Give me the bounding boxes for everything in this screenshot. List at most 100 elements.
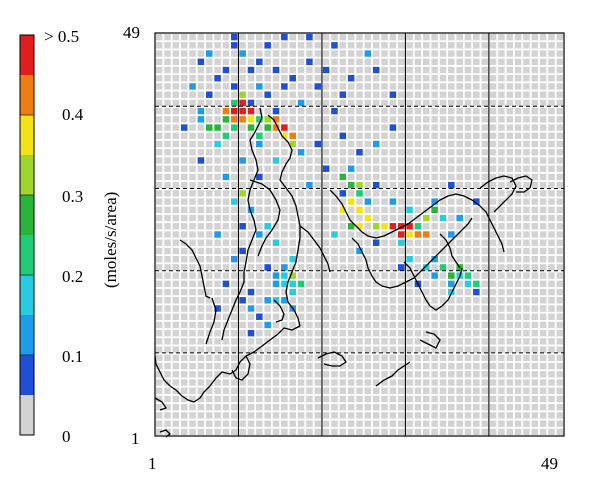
grid-cell bbox=[489, 99, 497, 107]
grid-cell bbox=[197, 239, 205, 246]
grid-cell bbox=[464, 329, 472, 337]
grid-cell bbox=[448, 354, 455, 362]
grid-cell bbox=[214, 395, 221, 403]
grid-cell bbox=[347, 313, 355, 320]
grid-cell bbox=[339, 412, 347, 419]
grid-cell bbox=[247, 264, 255, 271]
grid-cell bbox=[155, 149, 163, 156]
grid-cell bbox=[256, 66, 263, 74]
grid-cell bbox=[481, 91, 488, 98]
grid-cell bbox=[489, 329, 497, 337]
grid-cell bbox=[456, 33, 463, 41]
grid-cell bbox=[506, 91, 514, 98]
grid-cell bbox=[164, 404, 171, 411]
grid-cell bbox=[448, 255, 455, 263]
grid-cell bbox=[548, 91, 555, 98]
grid-cell bbox=[180, 181, 188, 189]
grid-cell bbox=[473, 223, 480, 230]
grid-cell bbox=[172, 107, 180, 115]
grid-cell bbox=[205, 404, 213, 411]
grid-cell bbox=[372, 272, 380, 279]
grid-cell bbox=[439, 272, 447, 279]
grid-cell bbox=[172, 99, 180, 107]
grid-cell bbox=[414, 313, 422, 320]
grid-cell bbox=[272, 338, 280, 345]
grid-cell bbox=[423, 412, 430, 419]
grid-cell bbox=[281, 91, 288, 98]
grid-cell bbox=[414, 107, 422, 115]
grid-cell bbox=[289, 264, 296, 271]
grid-cell bbox=[347, 58, 355, 65]
grid-cell bbox=[314, 280, 322, 288]
emission-cell bbox=[372, 223, 380, 230]
grid-cell bbox=[498, 83, 505, 90]
grid-cell bbox=[397, 329, 405, 337]
grid-cell bbox=[339, 371, 347, 378]
grid-cell bbox=[423, 33, 430, 41]
grid-cell bbox=[289, 149, 296, 156]
grid-cell bbox=[247, 42, 255, 49]
colorbar-label-zero: 0 bbox=[62, 427, 71, 446]
grid-cell bbox=[464, 354, 472, 362]
grid-cell bbox=[272, 371, 280, 378]
grid-cell bbox=[256, 190, 263, 197]
grid-cell bbox=[347, 91, 355, 98]
grid-cell bbox=[506, 83, 514, 90]
grid-cell bbox=[514, 42, 522, 49]
grid-cell bbox=[431, 116, 438, 123]
emission-cell bbox=[347, 75, 355, 82]
grid-cell bbox=[448, 116, 455, 123]
grid-cell bbox=[448, 75, 455, 82]
grid-cell bbox=[456, 231, 463, 238]
grid-cell bbox=[464, 206, 472, 214]
grid-cell bbox=[272, 379, 280, 386]
grid-cell bbox=[306, 247, 313, 255]
grid-cell bbox=[364, 107, 372, 115]
grid-cell bbox=[347, 297, 355, 304]
grid-cell bbox=[205, 33, 213, 41]
grid-cell bbox=[339, 66, 347, 74]
grid-cell bbox=[231, 50, 238, 57]
grid-cell bbox=[531, 288, 539, 296]
grid-cell bbox=[372, 288, 380, 296]
grid-cell bbox=[214, 42, 221, 49]
grid-cell bbox=[356, 297, 363, 304]
grid-cell bbox=[498, 165, 505, 172]
grid-cell bbox=[431, 412, 438, 419]
grid-cell bbox=[548, 198, 555, 205]
grid-cell bbox=[556, 157, 564, 164]
grid-cell bbox=[548, 58, 555, 65]
grid-cell bbox=[331, 288, 338, 296]
grid-cell bbox=[431, 288, 438, 296]
grid-cell bbox=[556, 33, 564, 41]
grid-cell bbox=[372, 198, 380, 205]
grid-cell bbox=[439, 157, 447, 164]
grid-cell bbox=[272, 362, 280, 370]
grid-cell bbox=[339, 107, 347, 115]
grid-cell bbox=[539, 346, 547, 353]
grid-cell bbox=[289, 157, 296, 164]
grid-cell bbox=[498, 157, 505, 164]
grid-cell bbox=[256, 379, 263, 386]
grid-cell bbox=[414, 428, 422, 436]
emission-cell bbox=[439, 214, 447, 222]
grid-cell bbox=[531, 206, 539, 214]
grid-cell bbox=[489, 181, 497, 189]
grid-cell bbox=[189, 206, 196, 214]
grid-cell bbox=[205, 264, 213, 271]
grid-cell bbox=[364, 157, 372, 164]
grid-cell bbox=[306, 305, 313, 312]
grid-cell bbox=[347, 305, 355, 312]
grid-cell bbox=[205, 354, 213, 362]
grid-cell bbox=[514, 75, 522, 82]
grid-cell bbox=[155, 181, 163, 189]
grid-cell bbox=[464, 214, 472, 222]
grid-cell bbox=[306, 140, 313, 148]
coastline-segment bbox=[169, 325, 301, 403]
grid-cell bbox=[523, 223, 530, 230]
grid-cell bbox=[197, 124, 205, 131]
grid-cell bbox=[389, 99, 397, 107]
grid-cell bbox=[431, 362, 438, 370]
grid-cell bbox=[531, 412, 539, 419]
grid-cell bbox=[264, 149, 271, 156]
